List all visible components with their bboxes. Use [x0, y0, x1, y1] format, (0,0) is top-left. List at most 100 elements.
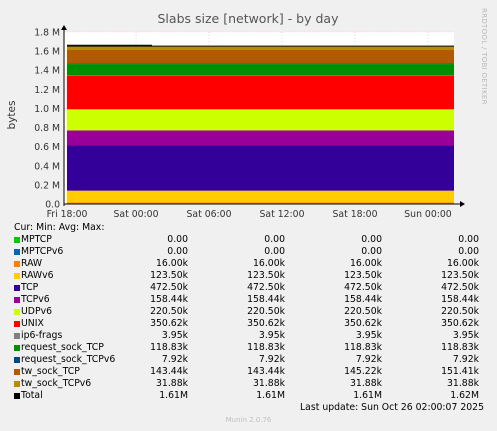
legend-value-avg: 16.00k: [350, 258, 382, 269]
legend-swatch: [14, 345, 20, 351]
legend-row-mptcpv6: MPTCPv6 0.00 0.00 0.00 0.00: [14, 246, 484, 258]
legend-series-name: RAWv6: [21, 270, 54, 281]
legend-value-cur: 31.88k: [156, 378, 188, 389]
legend-value-cur: 158.44k: [150, 294, 188, 305]
y-axis-label: bytes: [6, 101, 18, 130]
legend-series-name: MPTCP: [21, 234, 52, 245]
legend-swatch: [14, 393, 20, 399]
y-tick-label: 0.8 M: [34, 123, 60, 134]
legend-value-avg: 3.95k: [355, 330, 382, 341]
area-request-sock-tcp: [67, 64, 454, 76]
x-tick-label: Sat 12:00: [260, 209, 305, 220]
x-tick-label: Sat 00:00: [114, 209, 159, 220]
legend-value-avg: 145.22k: [344, 366, 382, 377]
legend-value-cur: 16.00k: [156, 258, 188, 269]
legend-value-max: 7.92k: [452, 354, 479, 365]
legend-value-avg: 118.83k: [344, 342, 382, 353]
legend-value-cur: 7.92k: [161, 354, 188, 365]
legend-row-tcpv6: TCPv6 158.44k 158.44k 158.44k 158.44k: [14, 294, 484, 306]
legend-swatch: [14, 249, 20, 255]
y-tick-label: 1.8 M: [34, 28, 60, 39]
legend-value-max: 31.88k: [447, 378, 479, 389]
x-tick-label: Sat 18:00: [333, 209, 378, 220]
y-tick-label: 1.6 M: [34, 47, 60, 58]
area-tcpv6: [67, 130, 454, 146]
legend-value-max: 472.50k: [441, 282, 479, 293]
legend-series-name: Total: [21, 390, 43, 401]
legend-header-max: Max:: [82, 222, 105, 233]
legend-row-tcp: TCP 472.50k 472.50k 472.50k 472.50k: [14, 282, 484, 294]
area-tw-sock-tcpv6: [67, 46, 454, 50]
legend-value-avg: 472.50k: [344, 282, 382, 293]
legend-value-max: 220.50k: [441, 306, 479, 317]
legend-swatch: [14, 285, 20, 291]
area-raw: [67, 202, 454, 204]
area-ip6-frags: [67, 75, 454, 76]
legend-series-name: RAW: [21, 258, 43, 269]
y-tick-label: 0.4 M: [34, 161, 60, 172]
legend-value-avg: 158.44k: [344, 294, 382, 305]
legend-value-min: 158.44k: [247, 294, 285, 305]
legend-value-max: 123.50k: [441, 270, 479, 281]
legend-value-max: 158.44k: [441, 294, 479, 305]
legend-swatch: [14, 369, 20, 375]
y-tick-label: 0.0: [45, 200, 60, 211]
area-unix: [67, 75, 454, 110]
legend-value-avg: 0.00: [361, 234, 382, 245]
legend-value-avg: 123.50k: [344, 270, 382, 281]
legend-value-cur: 0.00: [167, 234, 188, 245]
legend-row-udpv6: UDPv6 220.50k 220.50k 220.50k 220.50k: [14, 306, 484, 318]
legend-value-min: 7.92k: [258, 354, 285, 365]
legend-swatch: [14, 237, 20, 243]
legend-value-max: 0.00: [458, 234, 479, 245]
legend-series-name: tw_sock_TCPv6: [21, 378, 92, 389]
legend-value-min: 123.50k: [247, 270, 285, 281]
legend-value-cur: 350.62k: [150, 318, 188, 329]
x-tick-label: Sun 00:00: [404, 209, 452, 220]
legend-value-cur: 0.00: [167, 246, 188, 257]
legend-value-min: 1.61M: [256, 390, 285, 401]
x-axis-arrow: [460, 201, 465, 207]
legend-row-tw-sock-tcpv6: tw_sock_TCPv6 31.88k 31.88k 31.88k 31.88k: [14, 378, 484, 390]
area-request-sock-tcpv6: [67, 63, 454, 65]
legend-rows: MPTCP 0.00 0.00 0.00 0.00 MPTCPv6 0.00 0.00 0.00…: [14, 234, 484, 402]
legend-series-name: UDPv6: [21, 306, 52, 317]
legend-value-min: 350.62k: [247, 318, 285, 329]
legend-swatch: [14, 309, 20, 315]
stacked-areas: [67, 44, 454, 204]
legend-value-min: 0.00: [264, 234, 285, 245]
legend-value-max: 350.62k: [441, 318, 479, 329]
y-tick-label: 1.4 M: [34, 66, 60, 77]
y-tick-label: 1.2 M: [34, 85, 60, 96]
last-update: Last update: Sun Oct 26 02:00:07 2025: [300, 402, 484, 413]
area-tcp: [67, 145, 454, 191]
footer-version: Munin 2.0.76: [225, 416, 272, 424]
legend-value-cur: 1.61M: [159, 390, 188, 401]
legend-series-name: UNIX: [21, 318, 44, 329]
y-tick-label: 0.6 M: [34, 142, 60, 153]
legend-value-min: 118.83k: [247, 342, 285, 353]
legend-value-min: 3.95k: [258, 330, 285, 341]
legend-series-name: TCPv6: [21, 294, 50, 305]
legend-value-min: 143.44k: [247, 366, 285, 377]
legend-header-cur: Cur:: [14, 222, 34, 233]
rrdtool-credit: RRDTOOL / TOBI OETIKER: [480, 8, 488, 105]
legend-value-avg: 0.00: [361, 246, 382, 257]
area-udpv6: [67, 109, 454, 131]
y-tick-label: 1.0 M: [34, 104, 60, 115]
legend-header-avg: Avg:: [58, 222, 80, 233]
legend-row-rawv6: RAWv6 123.50k 123.50k 123.50k 123.50k: [14, 270, 484, 282]
y-tick-labels: 0.0 0.2 M 0.4 M 0.6 M 0.8 M 1.0 M 1.2 M 1.4 M 1.…: [34, 28, 60, 211]
chart-title: Slabs size [network] - by day: [158, 11, 340, 26]
legend-value-min: 31.88k: [253, 378, 285, 389]
legend: Cur: Min: Avg: Max: MPTCP 0.00 0.00 0.00 0.0…: [14, 222, 484, 402]
legend-row-ip6-frags: ip6-frags 3.95k 3.95k 3.95k 3.95k: [14, 330, 484, 342]
legend-value-min: 16.00k: [253, 258, 285, 269]
legend-value-max: 118.83k: [441, 342, 479, 353]
legend-swatch: [14, 297, 20, 303]
legend-swatch: [14, 381, 20, 387]
legend-swatch: [14, 261, 20, 267]
legend-row-tw-sock-tcp: tw_sock_TCP 143.44k 143.44k 145.22k 151.41k: [14, 366, 484, 378]
y-axis-arrow: [61, 25, 67, 30]
legend-row-unix: UNIX 350.62k 350.62k 350.62k 350.62k: [14, 318, 484, 330]
